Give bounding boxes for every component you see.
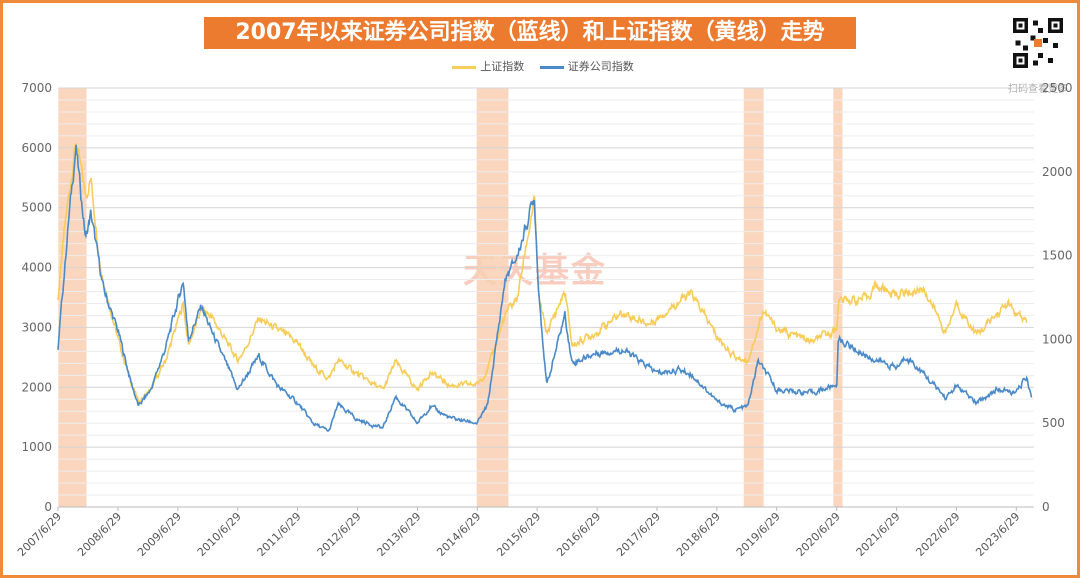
x-tick-label: 2011/6/29 — [255, 510, 304, 559]
qr-caption: 扫码查看更多 — [1008, 84, 1068, 95]
y-right-tick-label: 1000 — [1042, 332, 1073, 346]
y-left-tick-label: 3000 — [21, 320, 52, 334]
y-left-tick-label: 4000 — [21, 261, 52, 275]
legend-swatch-sh — [452, 65, 477, 69]
series-lines — [57, 143, 1033, 432]
x-tick-label: 2016/6/29 — [554, 510, 603, 559]
y-right-tick-label: 2500 — [1042, 81, 1073, 95]
y-left-tick-label: 5000 — [21, 201, 52, 215]
legend-item-broker[interactable]: 证券公司指数 — [539, 58, 634, 74]
y-axis-left: 0 1000 2000 3000 4000 5000 6000 7000 — [21, 81, 52, 514]
highlight-band-0 — [58, 88, 87, 507]
x-tick-label: 2007/6/29 — [15, 510, 64, 559]
legend: 上证指数 证券公司指数 — [3, 58, 1080, 74]
chart-title: 2007年以来证券公司指数（蓝线）和上证指数（黄线）走势 — [204, 17, 856, 49]
y-left-tick-label: 2000 — [21, 380, 52, 394]
y-right-tick-label: 2000 — [1042, 165, 1073, 179]
y-right-tick-label: 0 — [1042, 500, 1050, 514]
highlight-bands — [58, 88, 843, 507]
highlight-band-3 — [833, 88, 843, 507]
x-tick-label: 2022/6/29 — [913, 510, 962, 559]
y-right-tick-label: 1500 — [1042, 249, 1073, 263]
legend-label-sh: 上证指数 — [480, 60, 525, 73]
highlight-band-2 — [743, 88, 764, 507]
x-axis: 2007/6/29 2008/6/29 2009/6/29 2010/6/29 2011… — [15, 506, 1034, 559]
series-line-shanghai-index — [57, 143, 1028, 407]
x-tick-label: 2020/6/29 — [794, 510, 843, 559]
y-left-tick-label: 7000 — [21, 81, 52, 95]
y-right-tick-label: 500 — [1042, 416, 1065, 430]
legend-label-broker: 证券公司指数 — [567, 60, 634, 73]
x-tick-label: 2018/6/29 — [674, 510, 723, 559]
x-tick-label: 2013/6/29 — [374, 510, 423, 559]
legend-swatch-broker — [539, 65, 564, 69]
x-tick-label: 2010/6/29 — [195, 510, 244, 559]
x-tick-label: 2009/6/29 — [135, 510, 184, 559]
x-tick-label: 2015/6/29 — [494, 510, 543, 559]
x-tick-label: 2008/6/29 — [75, 510, 124, 559]
x-tick-label: 2021/6/29 — [854, 510, 903, 559]
highlight-band-1 — [476, 88, 509, 507]
x-tick-label: 2012/6/29 — [315, 510, 364, 559]
x-tick-label: 2019/6/29 — [734, 510, 783, 559]
y-left-tick-label: 1000 — [21, 440, 52, 454]
x-tick-label: 2017/6/29 — [614, 510, 663, 559]
y-left-tick-label: 0 — [44, 500, 52, 514]
grid-lines — [58, 87, 1034, 508]
y-axis-right: 0 500 1000 1500 2000 2500 — [1042, 81, 1073, 514]
x-tick-label: 2014/6/29 — [434, 510, 483, 559]
x-tick-label: 2023/6/29 — [973, 510, 1022, 559]
series-line-broker-index — [57, 144, 1033, 432]
legend-item-sh[interactable]: 上证指数 — [452, 58, 524, 74]
qr-code-icon[interactable] — [1013, 18, 1063, 68]
y-left-tick-label: 6000 — [21, 141, 52, 155]
